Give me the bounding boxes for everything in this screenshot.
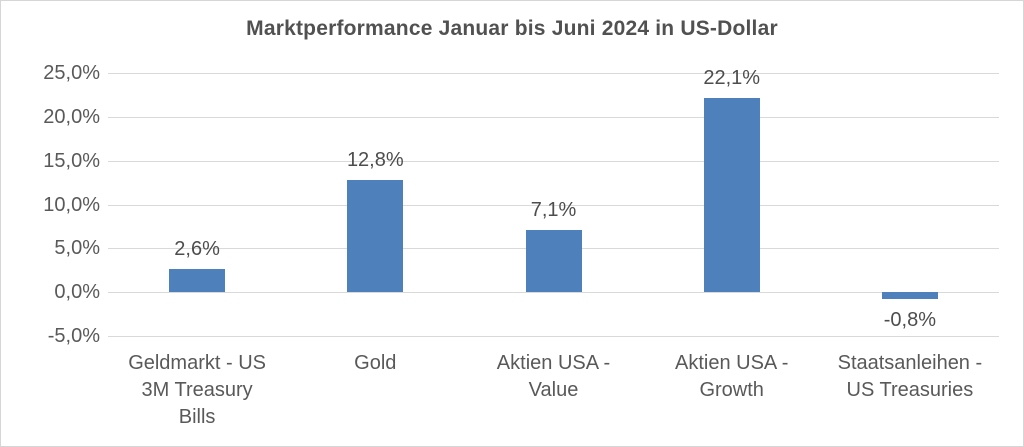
y-axis-tick-label: 25,0% — [43, 62, 100, 84]
y-axis-tick-label: 20,0% — [43, 105, 100, 128]
category-label: Aktien USA - Value — [496, 352, 611, 401]
gridline — [108, 336, 999, 337]
category-label: Geldmarkt - US 3M Treasury Bills — [128, 352, 266, 428]
category-label: Aktien USA - Growth — [674, 352, 789, 401]
bar-value-label: 12,8% — [346, 148, 404, 171]
bar-value-label: 2,6% — [174, 238, 220, 261]
y-axis-tick-label: 5,0% — [54, 237, 100, 260]
gridline — [108, 160, 999, 162]
bar — [525, 229, 582, 293]
bar — [703, 98, 760, 293]
y-axis-tick-label: 15,0% — [43, 149, 100, 172]
y-axis-tick-label: -5,0% — [47, 325, 100, 347]
bar — [169, 269, 226, 293]
category-label: Staatsanleihen - US Treasuries — [837, 352, 983, 401]
bar-value-label: 22,1% — [703, 67, 761, 90]
y-axis-tick-label: 10,0% — [43, 193, 100, 216]
chart-title: Marktperformance Januar bis Juni 2024 in… — [246, 17, 778, 40]
gridline — [108, 204, 999, 206]
bar — [881, 292, 938, 300]
bar — [347, 179, 404, 293]
y-axis-tick-label: 0,0% — [54, 281, 100, 304]
gridline — [108, 116, 999, 118]
gridline — [108, 292, 999, 294]
plot-area: 2,6% 12,8% 7,1% 22,1% -0,8% — [108, 67, 999, 337]
bar-value-label: -0,8% — [883, 309, 937, 332]
category-label: Gold — [354, 352, 397, 374]
gridline — [108, 73, 999, 74]
bar-value-label: 7,1% — [530, 198, 577, 221]
